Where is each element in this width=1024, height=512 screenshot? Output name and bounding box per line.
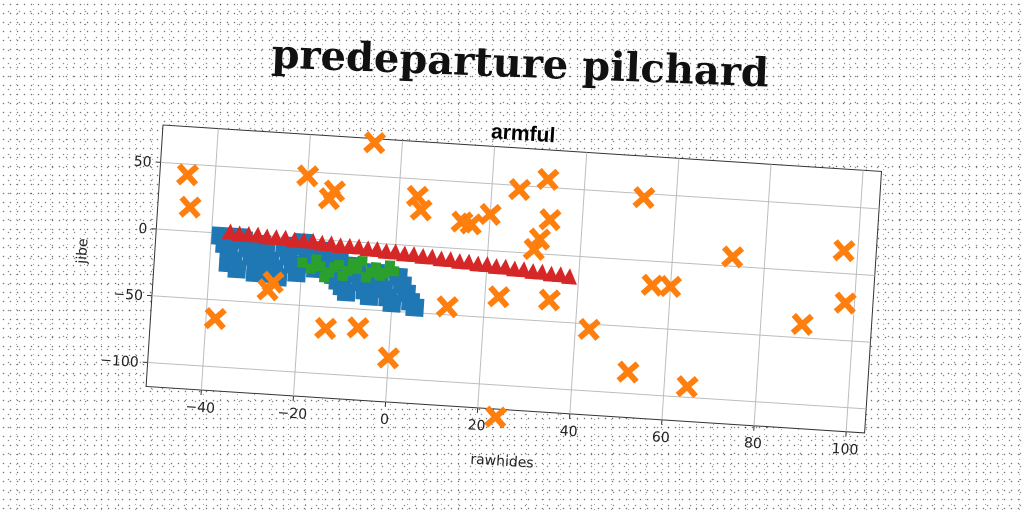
data-point-triangle (551, 266, 568, 283)
data-point-x (435, 295, 459, 319)
data-point-triangle (276, 229, 293, 247)
tick-labels: −40 −20 0 20 40 60 80 100 50 0 −50 −100 (100, 154, 859, 459)
data-point-square (305, 263, 317, 274)
x-axis-label: rawhides (470, 452, 534, 472)
x-tick-label: 60 (651, 429, 670, 446)
x-tick-label: 0 (379, 412, 389, 429)
data-point-x (346, 316, 370, 340)
data-point-x (376, 346, 400, 370)
data-point-triangle (441, 251, 458, 268)
data-point-square (359, 286, 379, 306)
data-point-square (405, 297, 425, 317)
series-3 (221, 223, 577, 285)
data-point-x (537, 288, 561, 312)
data-point-square (347, 257, 359, 269)
data-point-triangle (460, 253, 477, 271)
data-point-x (832, 239, 856, 263)
data-point-x (790, 312, 814, 336)
data-point-square (384, 260, 396, 271)
data-point-x (721, 245, 745, 269)
data-point-x (616, 360, 640, 384)
y-tick-label: 0 (138, 221, 148, 238)
data-point-triangle (515, 261, 532, 278)
data-point-triangle (368, 241, 385, 258)
y-tick-label: −50 (113, 286, 144, 304)
data-marks (175, 131, 857, 429)
data-point-square (337, 270, 349, 282)
data-point-square (357, 255, 368, 267)
data-point-x (536, 167, 560, 191)
y-tick-label: 50 (133, 154, 152, 171)
x-tick-label: −40 (185, 399, 216, 417)
data-point-triangle (405, 246, 422, 263)
y-axis-label: jibe (74, 238, 92, 265)
data-point-x (675, 375, 699, 399)
data-point-triangle (560, 268, 577, 285)
grid-line-x (569, 152, 588, 414)
data-point-x (296, 164, 320, 188)
y-tick-label: −100 (100, 352, 139, 370)
data-point-x (508, 178, 532, 202)
data-point-x (659, 274, 683, 298)
data-point-square (336, 282, 356, 302)
data-point-triangle (386, 243, 403, 261)
data-point-square (318, 272, 330, 283)
series-1 (175, 131, 857, 429)
data-point-x (632, 186, 656, 210)
data-point-triangle (423, 248, 440, 266)
x-tick-label: 100 (831, 441, 859, 459)
grid-line-y (151, 295, 871, 343)
data-point-x (538, 208, 562, 232)
data-point-x (478, 202, 502, 227)
data-point-square (310, 254, 322, 265)
x-tick-label: 40 (559, 423, 578, 440)
grid-line-x (845, 170, 864, 432)
data-point-x (363, 131, 387, 155)
data-point-x (261, 270, 285, 294)
data-point-x (640, 273, 664, 297)
data-point-x (175, 163, 200, 187)
data-point-triangle (322, 235, 339, 252)
chart-title: armful (490, 120, 556, 147)
data-point-x (833, 291, 857, 315)
data-point-x (527, 227, 552, 251)
grid-line-x (477, 146, 496, 408)
data-point-square (374, 270, 386, 281)
data-point-triangle (350, 238, 367, 255)
data-point-square (365, 267, 377, 278)
data-point-square (382, 293, 402, 313)
data-point-x (203, 307, 227, 331)
x-tick-label: −20 (277, 405, 308, 423)
data-point-triangle (249, 226, 266, 244)
data-point-triangle (533, 263, 550, 281)
grid-line-y (147, 361, 867, 410)
data-point-x (484, 405, 508, 429)
data-point-x (314, 316, 338, 340)
data-point-x (178, 195, 202, 219)
data-point-triangle (304, 232, 321, 250)
data-point-square (218, 253, 238, 273)
series-2 (296, 254, 400, 283)
data-point-triangle (221, 223, 238, 240)
data-point-triangle (496, 258, 513, 276)
x-tick-label: 80 (743, 435, 762, 452)
grid (147, 128, 880, 432)
data-point-square (328, 262, 340, 273)
data-point-square (287, 263, 307, 283)
data-point-x (577, 317, 601, 341)
x-tick-label: 20 (467, 417, 486, 434)
data-point-square (296, 257, 308, 268)
data-point-triangle (478, 256, 495, 273)
plot-area: −40 −20 0 20 40 60 80 100 50 0 −50 −100 armful rawh… (74, 120, 883, 472)
grid-line-x (753, 164, 772, 426)
data-point-x (487, 285, 511, 309)
data-point-x (459, 212, 483, 236)
data-point-x (409, 198, 433, 222)
data-point-x (322, 179, 347, 203)
grid-line-x (200, 128, 219, 391)
